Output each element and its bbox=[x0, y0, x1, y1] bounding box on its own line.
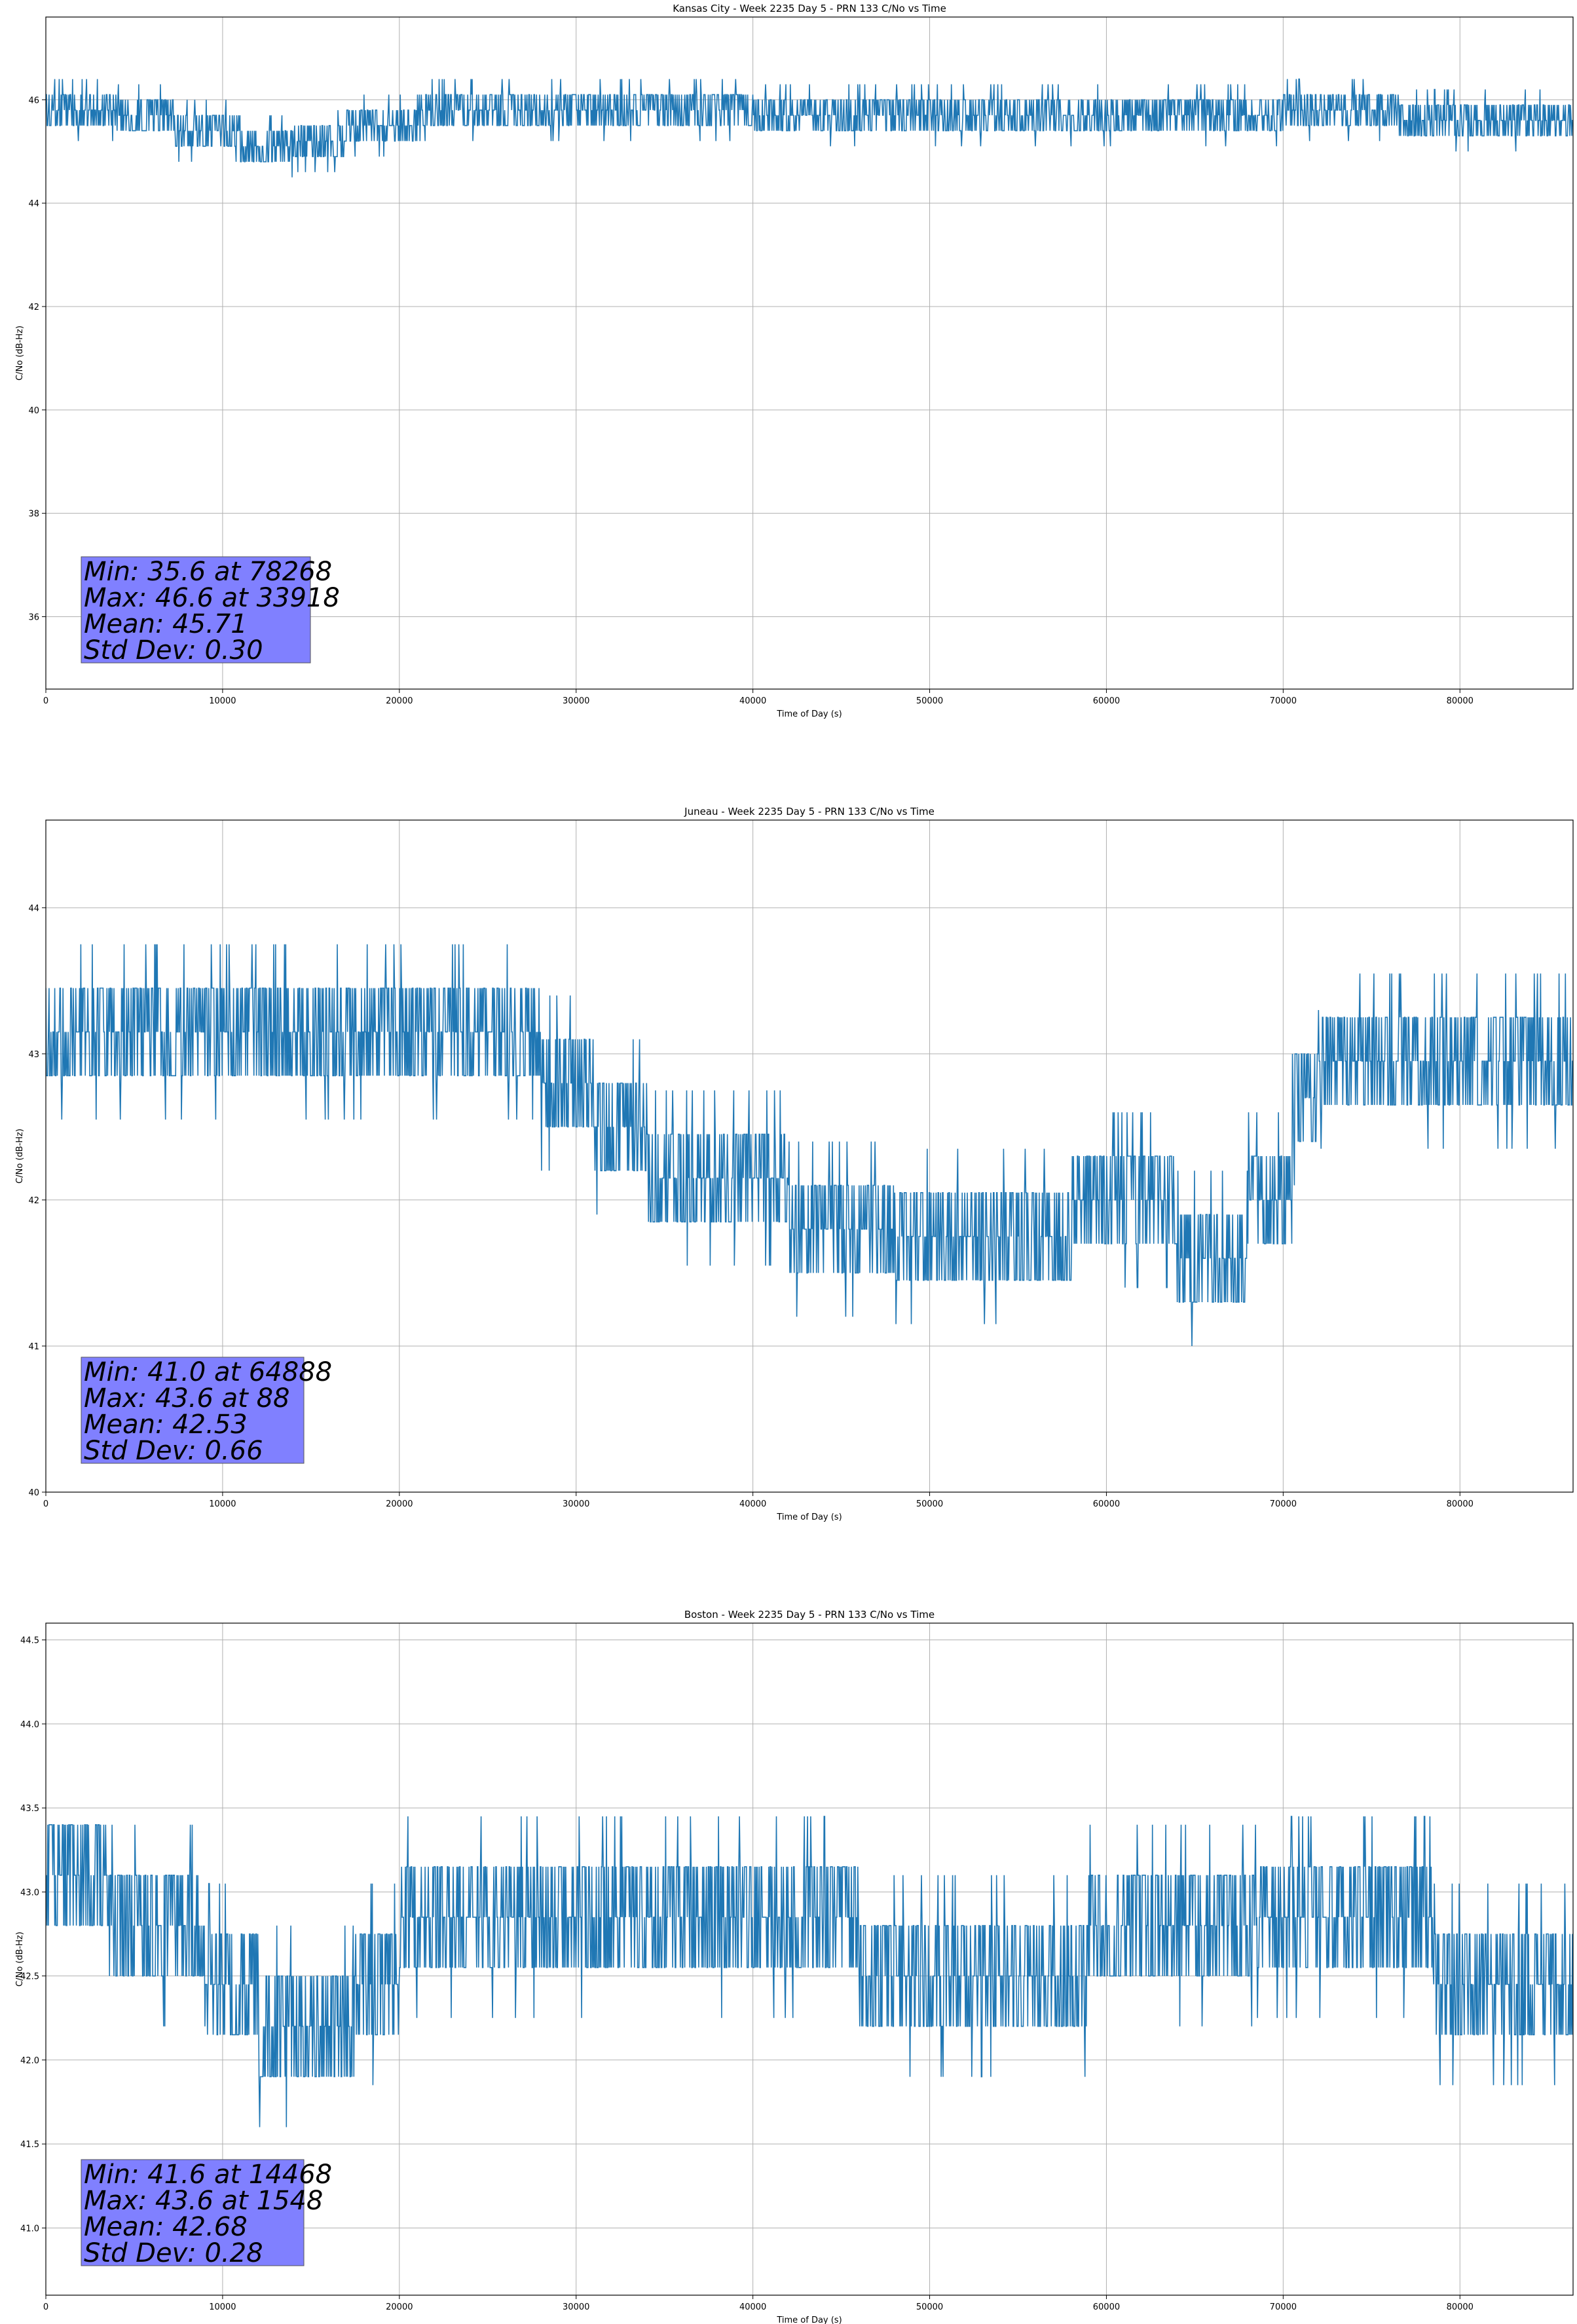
y-tick-label: 42 bbox=[28, 303, 39, 312]
stats-min: Min: 35.6 at 78268 bbox=[84, 557, 332, 587]
chart-panel-1: 0 10000 20000 30000 40000 50000 60000 70000 8000… bbox=[15, 3, 1574, 719]
x-tick-label: 40000 bbox=[739, 696, 766, 706]
y-tick-label: 38 bbox=[28, 510, 39, 519]
chart-panel-2: 0 10000 20000 30000 40000 50000 60000 70000 8000… bbox=[15, 806, 1574, 1522]
y-axis-label: C/No (dB-Hz) bbox=[15, 1129, 25, 1184]
x-tick-label: 70000 bbox=[1270, 2302, 1297, 2312]
stats-min: Min: 41.6 at 14468 bbox=[84, 2160, 332, 2190]
y-tick-label: 41.5 bbox=[20, 2140, 39, 2150]
y-tick-label: 42.5 bbox=[20, 1972, 39, 1982]
stats-std-dev: Std Dev: 0.30 bbox=[84, 635, 263, 665]
chart-title: Juneau - Week 2235 Day 5 - PRN 133 C/No … bbox=[684, 806, 935, 817]
x-tick-label: 40000 bbox=[739, 2302, 766, 2312]
stats-max: Max: 43.6 at 88 bbox=[84, 1383, 289, 1414]
x-tick-label: 30000 bbox=[563, 1499, 589, 1509]
y-tick-label: 44.0 bbox=[20, 1720, 39, 1730]
x-tick-label: 0 bbox=[43, 2302, 48, 2312]
stats-mean: Mean: 45.71 bbox=[84, 609, 248, 639]
x-tick-label: 20000 bbox=[386, 2302, 413, 2312]
x-axis-label: Time of Day (s) bbox=[776, 709, 842, 719]
x-tick-label: 50000 bbox=[916, 2302, 943, 2312]
y-tick-label: 44.5 bbox=[20, 1636, 39, 1646]
axes-frame bbox=[45, 16, 1574, 690]
x-tick-label: 80000 bbox=[1447, 2302, 1474, 2312]
x-tick-label: 70000 bbox=[1270, 1499, 1297, 1509]
stats-std-dev: Std Dev: 0.28 bbox=[84, 2238, 263, 2268]
cno-series-line bbox=[46, 78, 1573, 178]
y-tick-label: 40 bbox=[28, 406, 39, 416]
x-tick-label: 30000 bbox=[563, 696, 589, 706]
x-tick-label: 80000 bbox=[1447, 696, 1474, 706]
y-tick-label: 41.0 bbox=[20, 2224, 39, 2234]
stats-mean: Mean: 42.53 bbox=[84, 1410, 248, 1440]
cno-series-line bbox=[46, 1816, 1573, 2127]
y-tick-label: 42 bbox=[28, 1196, 39, 1206]
y-tick-label: 43.0 bbox=[20, 1888, 39, 1898]
stats-min: Min: 41.0 at 64888 bbox=[84, 1357, 332, 1387]
x-tick-label: 60000 bbox=[1093, 2302, 1120, 2312]
y-tick-label: 41 bbox=[28, 1342, 39, 1352]
y-axis-label: C/No (dB-Hz) bbox=[15, 326, 25, 381]
x-axis-label: Time of Day (s) bbox=[776, 1512, 842, 1522]
x-tick-label: 10000 bbox=[209, 1499, 236, 1509]
x-tick-label: 50000 bbox=[916, 696, 943, 706]
y-tick-label: 36 bbox=[28, 613, 39, 623]
cno-series-line bbox=[46, 944, 1573, 1347]
x-tick-label: 20000 bbox=[386, 696, 413, 706]
stats-box-background bbox=[81, 1357, 305, 1464]
y-tick-label: 44 bbox=[28, 199, 39, 209]
stats-mean: Mean: 42.68 bbox=[84, 2212, 248, 2242]
stats-max: Max: 46.6 at 33918 bbox=[84, 583, 340, 613]
stats-box-background bbox=[81, 556, 311, 664]
axes-frame bbox=[45, 1622, 1574, 2296]
x-tick-label: 10000 bbox=[209, 696, 236, 706]
x-tick-label: 80000 bbox=[1447, 1499, 1474, 1509]
x-tick-label: 40000 bbox=[739, 1499, 766, 1509]
x-tick-label: 0 bbox=[43, 1499, 48, 1509]
chart-panel-3: 0 10000 20000 30000 40000 50000 60000 70000 8000… bbox=[15, 1609, 1574, 2324]
x-tick-label: 50000 bbox=[916, 1499, 943, 1509]
x-tick-label: 30000 bbox=[563, 2302, 589, 2312]
y-tick-label: 43 bbox=[28, 1050, 39, 1060]
y-tick-label: 44 bbox=[28, 904, 39, 914]
stats-max: Max: 43.6 at 1548 bbox=[84, 2186, 323, 2216]
x-axis-label: Time of Day (s) bbox=[776, 2315, 842, 2324]
y-tick-label: 42.0 bbox=[20, 2056, 39, 2066]
x-tick-label: 20000 bbox=[386, 1499, 413, 1509]
axes-frame bbox=[45, 819, 1574, 1493]
y-tick-label: 43.5 bbox=[20, 1804, 39, 1814]
y-tick-label: 40 bbox=[28, 1488, 39, 1498]
chart-title: Boston - Week 2235 Day 5 - PRN 133 C/No … bbox=[684, 1609, 935, 1621]
chart-title: Kansas City - Week 2235 Day 5 - PRN 133 … bbox=[673, 3, 946, 14]
x-tick-label: 10000 bbox=[209, 2302, 236, 2312]
x-tick-label: 70000 bbox=[1270, 696, 1297, 706]
stats-std-dev: Std Dev: 0.66 bbox=[84, 1436, 263, 1466]
x-tick-label: 60000 bbox=[1093, 696, 1120, 706]
x-tick-label: 60000 bbox=[1093, 1499, 1120, 1509]
y-axis-label: C/No (dB-Hz) bbox=[15, 1932, 25, 1987]
stats-box-background bbox=[81, 2159, 305, 2266]
x-tick-label: 0 bbox=[43, 696, 48, 706]
y-tick-label: 46 bbox=[28, 96, 39, 105]
